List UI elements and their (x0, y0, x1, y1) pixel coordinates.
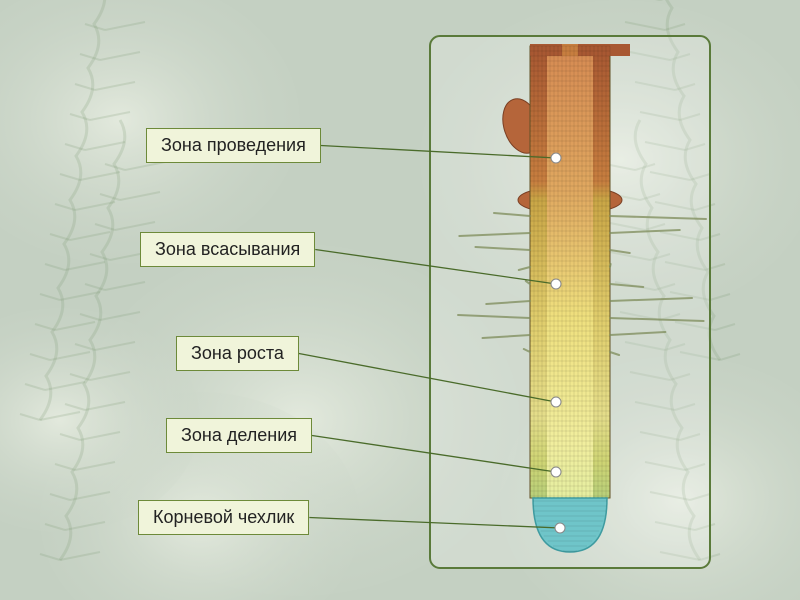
label-text-absorption: Зона всасывания (155, 239, 300, 259)
label-text-cap: Корневой чехлик (153, 507, 294, 527)
label-growth: Зона роста (176, 336, 299, 371)
label-text-conduction: Зона проведения (161, 135, 306, 155)
label-text-division: Зона деления (181, 425, 297, 445)
label-text-growth: Зона роста (191, 343, 284, 363)
label-cap: Корневой чехлик (138, 500, 309, 535)
label-conduction: Зона проведения (146, 128, 321, 163)
label-division: Зона деления (166, 418, 312, 453)
label-absorption: Зона всасывания (140, 232, 315, 267)
